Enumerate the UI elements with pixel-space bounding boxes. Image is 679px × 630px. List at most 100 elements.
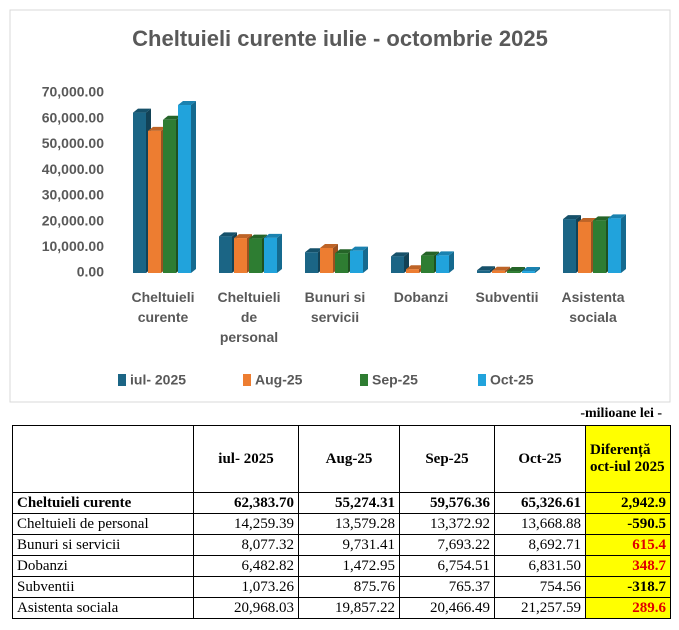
legend-swatch <box>118 374 126 386</box>
table-cell: Bunuri si servicii <box>12 534 194 556</box>
x-tick-label: Cheltuieli curente <box>131 289 194 325</box>
table-cell: -318.7 <box>585 576 671 598</box>
legend-swatch <box>243 374 251 386</box>
table-cell: 765.37 <box>399 576 495 598</box>
bar-top <box>477 266 495 271</box>
bar-top <box>436 251 454 256</box>
table-cell: 9,731.41 <box>298 534 400 556</box>
bar <box>477 270 490 273</box>
bar <box>406 269 419 273</box>
bar <box>350 250 363 273</box>
x-tick-line: sociala <box>569 309 617 325</box>
bar-top <box>148 126 166 131</box>
table-cell: Subventii <box>12 576 194 598</box>
bar-top <box>421 251 439 256</box>
bar <box>391 256 404 273</box>
legend-label: Oct-25 <box>490 372 534 388</box>
x-tick-line: servicii <box>311 309 359 325</box>
bar <box>320 247 333 273</box>
bar-top <box>350 246 368 251</box>
bar <box>335 253 348 273</box>
table-cell: 875.76 <box>298 576 400 598</box>
table-cell: 289.6 <box>585 597 671 619</box>
table-row: Cheltuieli curente 62,383.70 55,274.31 59,5… <box>12 492 671 514</box>
table-cell: Aug-25 <box>298 425 400 493</box>
chart-frame <box>9 9 671 403</box>
bar-top <box>234 234 252 239</box>
table-cell: 19,857.22 <box>298 597 400 619</box>
y-tick-label: 70,000.00 <box>42 84 104 100</box>
table-cell: 8,692.71 <box>494 534 586 556</box>
x-tick-line: Dobanzi <box>394 289 448 305</box>
x-tick-line: de <box>241 309 258 325</box>
x-tick-line: Cheltuieli <box>217 289 280 305</box>
bar-top <box>608 214 626 219</box>
bar-side <box>363 246 368 273</box>
bar <box>264 237 277 273</box>
table-row: iul- 2025 Aug-25 Sep-25 Oct-25 Diferență oct… <box>12 425 671 493</box>
table-cell: 1,073.26 <box>193 576 299 598</box>
bar <box>492 270 505 273</box>
bar-side <box>191 101 196 273</box>
x-tick-label: Cheltuieli de personal <box>217 289 280 345</box>
table-row: Dobanzi 6,482.82 1,472.95 6,754.51 6,831.50 3… <box>12 555 671 577</box>
table-cell: 59,576.36 <box>399 492 495 514</box>
table-cell <box>12 425 194 493</box>
legend-swatch <box>360 374 368 386</box>
bar-top <box>492 266 510 271</box>
bar-side <box>490 266 495 273</box>
table-cell: 13,372.92 <box>399 513 495 535</box>
x-tick-label: Dobanzi <box>394 289 448 305</box>
table-cell: 62,383.70 <box>193 492 299 514</box>
table-cell: 21,257.59 <box>494 597 586 619</box>
bar <box>507 271 520 273</box>
bar <box>593 220 606 273</box>
table-row: Asistenta sociala 20,968.03 19,857.22 20,46… <box>12 597 671 619</box>
bar <box>578 221 591 273</box>
table-cell: 20,968.03 <box>193 597 299 619</box>
bar-top <box>133 108 151 113</box>
bar-side <box>277 233 282 273</box>
bar-top <box>219 232 237 237</box>
bar <box>234 238 247 273</box>
x-tick-line: Asistenta <box>561 289 624 305</box>
table-row: Bunuri si servicii 8,077.32 9,731.41 7,693.… <box>12 534 671 556</box>
x-tick-line: Bunuri si <box>305 289 366 305</box>
y-tick-label: 0.00 <box>77 264 104 280</box>
bar-top <box>406 265 424 270</box>
bar <box>148 130 161 273</box>
y-tick-label: 50,000.00 <box>42 135 104 151</box>
bar-top <box>563 215 581 220</box>
y-tick-label: 30,000.00 <box>42 187 104 203</box>
table-cell: Asistenta sociala <box>12 597 194 619</box>
table-cell: 20,466.49 <box>399 597 495 619</box>
bar-top <box>163 115 181 120</box>
bar <box>522 271 535 273</box>
table-cell: 13,668.88 <box>494 513 586 535</box>
chart-title: Cheltuieli curente iulie - octombrie 202… <box>132 26 548 51</box>
y-tick-label: 40,000.00 <box>42 161 104 177</box>
bar <box>421 255 434 273</box>
table-cell: 55,274.31 <box>298 492 400 514</box>
y-tick-label: 10,000.00 <box>42 238 104 254</box>
x-tick-line: Cheltuieli <box>131 289 194 305</box>
table-cell: 6,831.50 <box>494 555 586 577</box>
bar <box>249 238 262 273</box>
table-cell: iul- 2025 <box>193 425 299 493</box>
bar-top <box>335 249 353 254</box>
bar-top <box>320 243 338 248</box>
bar-top <box>507 267 525 272</box>
x-tick-label: Bunuri si servicii <box>305 289 366 325</box>
y-tick-label: 60,000.00 <box>42 109 104 125</box>
legend-label: Aug-25 <box>255 372 303 388</box>
table-cell: 615.4 <box>585 534 671 556</box>
x-tick-line: Subventii <box>475 289 538 305</box>
legend-label: iul- 2025 <box>130 372 186 388</box>
bar-side <box>621 214 626 273</box>
table-cell: Cheltuieli de personal <box>12 513 194 535</box>
legend-label: Sep-25 <box>372 372 418 388</box>
y-tick-label: 20,000.00 <box>42 212 104 228</box>
table-cell: 7,693.22 <box>399 534 495 556</box>
table-row: Cheltuieli de personal 14,259.39 13,579.28… <box>12 513 671 535</box>
